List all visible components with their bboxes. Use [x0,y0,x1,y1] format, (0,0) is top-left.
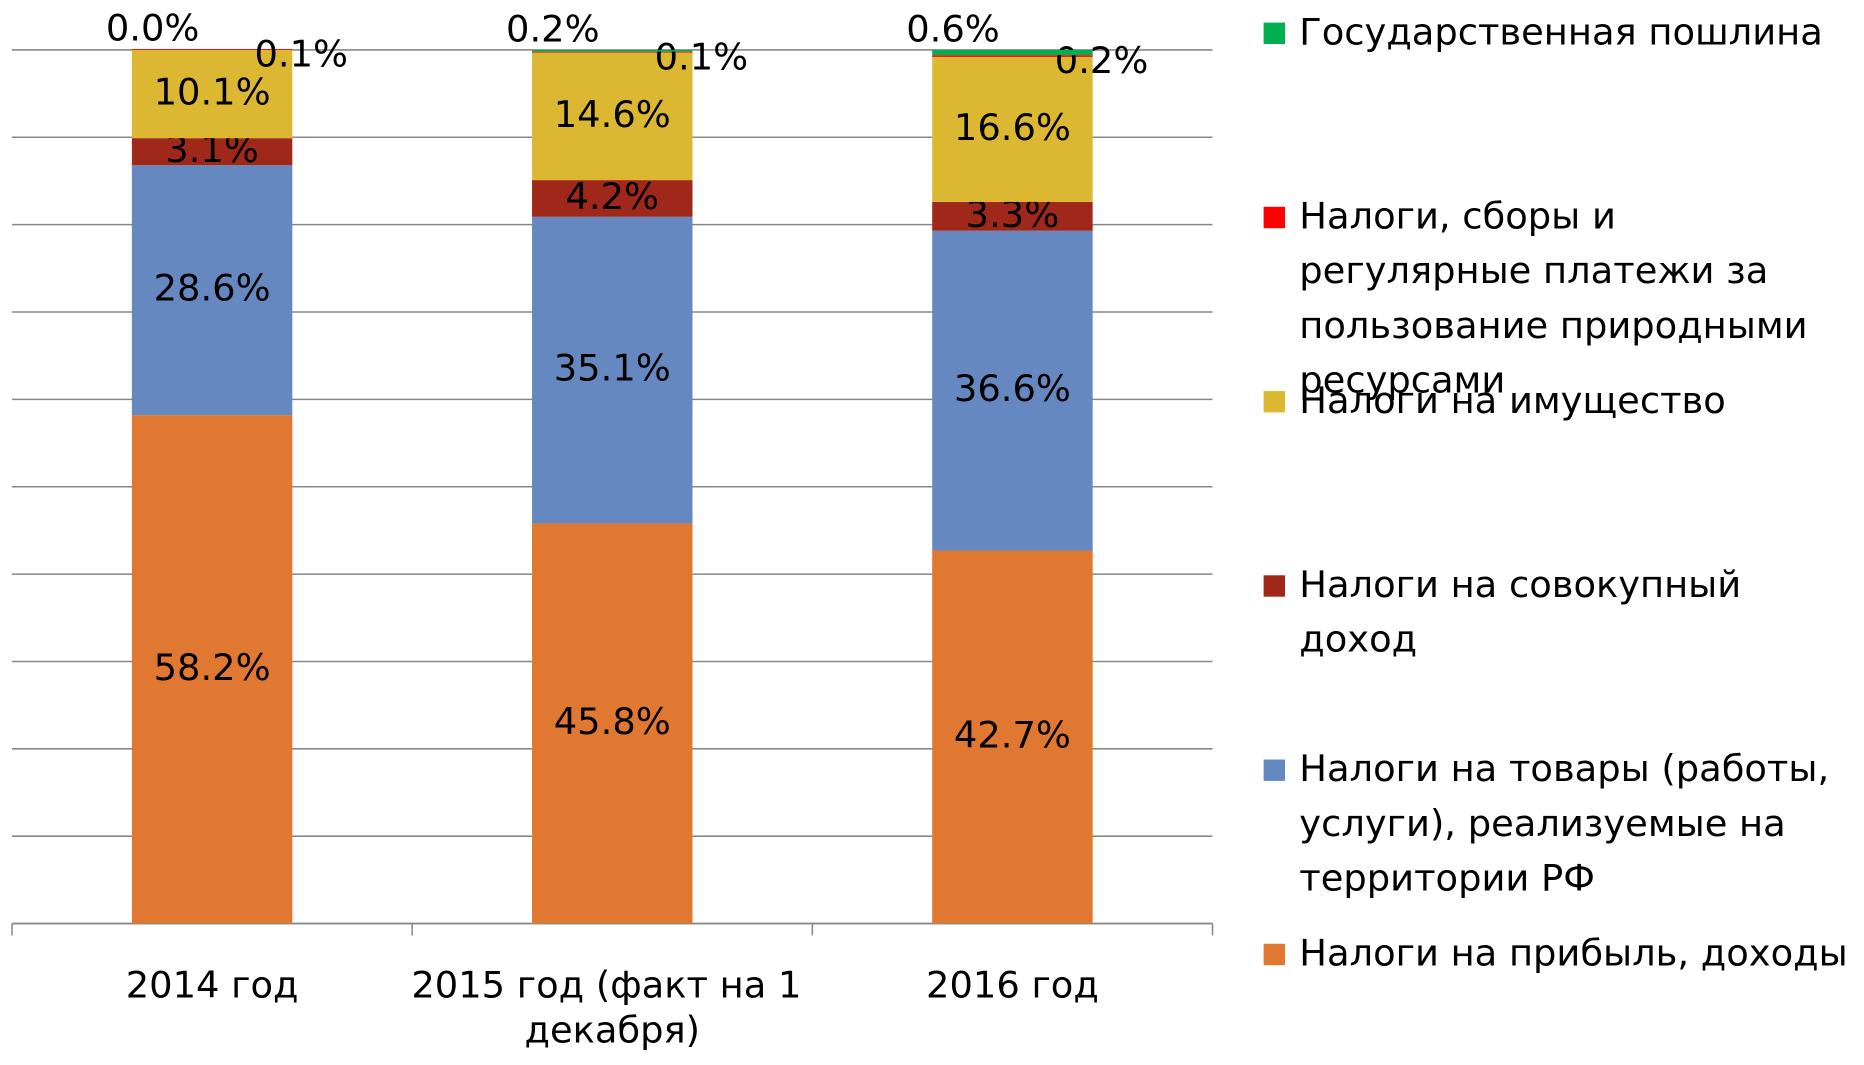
data-label: 28.6% [154,267,271,310]
data-label: 0.1% [254,33,348,76]
bar-segment [532,51,693,53]
legend-swatch [1263,22,1286,44]
legend-label: Налоги, сборы и регулярные платежи за по… [1299,194,1819,401]
data-label: 42.7% [954,714,1071,757]
data-label: 0.6% [906,7,1000,50]
legend-swatch [1263,759,1286,781]
x-tick-label: 2015 год (факт на 1 декабря) [411,963,813,1051]
data-label: 45.8% [554,700,671,743]
bar-segment [532,180,693,217]
data-label: 36.6% [954,367,1071,410]
data-label: 0.0% [106,7,200,50]
data-label: 4.2% [565,175,659,218]
bar-segment [131,49,293,50]
bar-segment [932,230,1093,551]
legend-label: Налоги на прибыль, доходы [1299,931,1847,974]
bar-segment [932,49,1093,56]
bar-segment [131,138,293,166]
x-tick-label: 2016 год [926,963,1099,1006]
bar-segment [932,550,1093,924]
legend-label: Налоги на имущество [1299,378,1725,421]
bar-segment [532,523,693,924]
legend-swatch [1263,391,1286,413]
bar-segment [131,49,293,139]
data-label: 0.2% [506,7,600,50]
bar-segment [131,415,293,924]
legend-swatch [1263,575,1286,597]
bar-segment [932,201,1093,231]
bar-segment [932,55,1093,57]
bar-segment [932,56,1093,202]
data-label: 35.1% [554,347,671,390]
data-label: 16.6% [954,106,1071,149]
legend-swatch [1263,943,1286,966]
bar-segment [532,52,693,181]
data-label: 0.2% [1055,39,1149,82]
legend-label: Налоги на товары (работы, услуги), реали… [1299,747,1841,899]
legend-label: Государственная пошлина [1299,10,1823,53]
data-label: 0.1% [655,35,749,78]
legend-label: Налоги на совокупный доход [1299,562,1753,660]
x-tick-label: 2014 год [126,963,299,1006]
data-label: 14.6% [554,93,671,136]
data-label: 10.1% [154,71,271,114]
data-label: 58.2% [154,646,271,689]
bar-segment [532,216,693,524]
legend-swatch [1263,206,1286,229]
bar-segment [532,49,693,52]
bar-segment [131,165,293,416]
